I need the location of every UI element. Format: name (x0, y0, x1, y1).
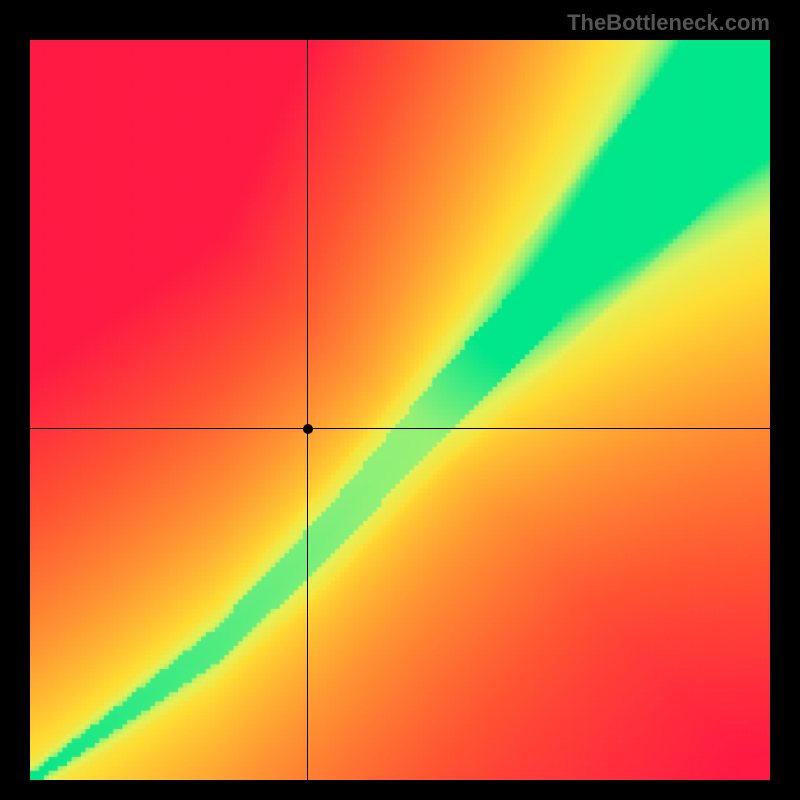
chart-container: TheBottleneck.com (0, 0, 800, 800)
crosshair-marker (303, 424, 313, 434)
heatmap-canvas (30, 40, 770, 780)
watermark-text: TheBottleneck.com (567, 10, 770, 36)
crosshair-horizontal (30, 428, 770, 429)
crosshair-vertical (307, 40, 308, 780)
plot-area (30, 40, 770, 780)
